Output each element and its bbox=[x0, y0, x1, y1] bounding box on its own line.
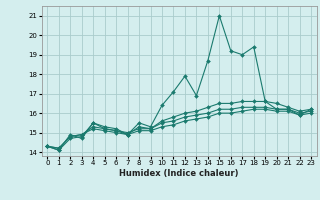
X-axis label: Humidex (Indice chaleur): Humidex (Indice chaleur) bbox=[119, 169, 239, 178]
